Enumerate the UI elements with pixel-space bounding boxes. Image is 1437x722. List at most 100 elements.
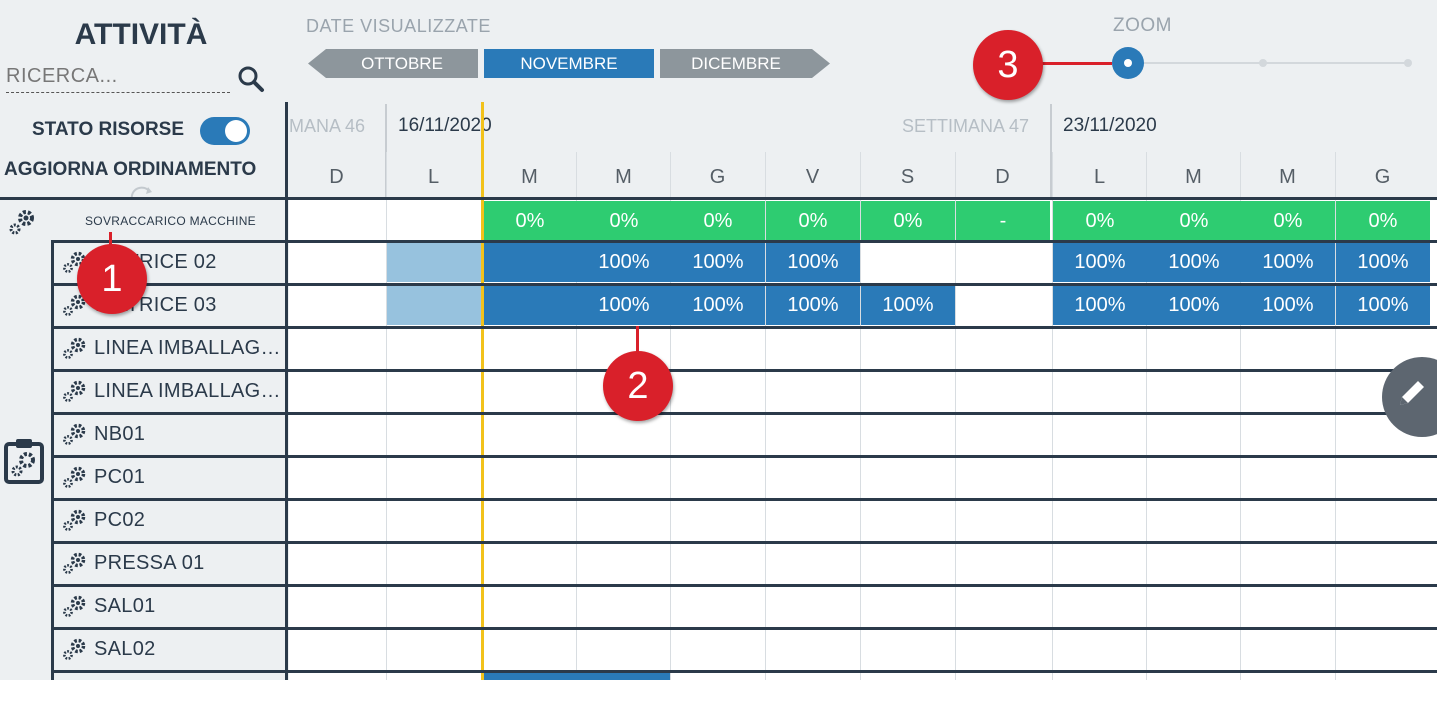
load-cell[interactable]: 100% (577, 242, 671, 282)
gears-icon (60, 421, 88, 447)
task-cell-partial[interactable] (387, 242, 481, 282)
aggiorna-ordinamento-button[interactable]: AGGIORNA ORDINAMENTO (4, 159, 257, 180)
overload-cell[interactable]: 0% (1147, 201, 1241, 240)
row-divider (54, 283, 1437, 286)
toggle-knob (225, 120, 247, 142)
day-divider (860, 152, 861, 198)
overload-label: SOVRACCARICO MACCHINE (85, 214, 256, 228)
resource-name: LINEA IMBALLAG… (94, 380, 281, 402)
task-bar[interactable] (482, 671, 670, 680)
resource-row[interactable]: LINEA IMBALLAG… (54, 327, 287, 368)
day-divider (1335, 152, 1336, 198)
day-divider (955, 152, 956, 198)
load-cell[interactable]: 100% (1241, 242, 1335, 282)
grid-column-line (1052, 200, 1053, 680)
day-divider (386, 152, 387, 198)
resource-row[interactable]: SAL01 (54, 585, 287, 626)
load-cell[interactable]: 100% (1147, 242, 1241, 282)
overload-cell[interactable]: 0% (861, 201, 955, 240)
overload-cell[interactable]: 0% (1053, 201, 1147, 240)
page-title: ATTIVITÀ (74, 18, 208, 51)
load-cell[interactable]: 100% (1053, 242, 1147, 282)
overload-cell[interactable]: 0% (1241, 201, 1335, 240)
stato-risorse-toggle[interactable] (200, 117, 250, 145)
resource-row[interactable]: NB01 (54, 413, 287, 454)
overload-cell[interactable]: 0% (671, 201, 765, 240)
day-label: S (900, 166, 915, 188)
zoom-step-dot[interactable] (1259, 59, 1267, 67)
gears-icon (60, 464, 88, 490)
resource-row[interactable]: SAL02 (54, 628, 287, 669)
resource-row[interactable]: PRESSA 01 (54, 542, 287, 583)
clipboard-gear-icon (4, 439, 44, 484)
load-cell[interactable]: 100% (861, 285, 955, 325)
load-cell[interactable]: 100% (766, 285, 860, 325)
overload-cell[interactable]: - (956, 201, 1050, 240)
load-cell[interactable]: 100% (1053, 285, 1147, 325)
load-cell[interactable]: 100% (671, 242, 765, 282)
overload-cell[interactable]: 0% (577, 201, 671, 240)
prev-month-button[interactable]: OTTOBRE (308, 49, 478, 78)
next-month-button[interactable]: DICEMBRE (660, 49, 830, 78)
day-label: M (521, 166, 538, 188)
resource-row[interactable]: PC01 (54, 456, 287, 497)
load-cell[interactable]: 100% (1241, 285, 1335, 325)
zoom-label: ZOOM (1113, 15, 1172, 36)
edit-button[interactable] (1382, 357, 1437, 437)
row-divider (54, 584, 1437, 587)
resource-name: NB01 (94, 423, 146, 445)
zoom-step-dot[interactable] (1404, 59, 1412, 67)
today-marker (481, 102, 484, 680)
zoom-slider-track[interactable] (1128, 62, 1410, 64)
zoom-slider-handle[interactable] (1112, 47, 1144, 79)
task-cell[interactable] (483, 285, 577, 325)
row-divider (54, 498, 1437, 501)
grid-column-line (860, 200, 861, 680)
row-divider (54, 412, 1437, 415)
load-cell[interactable]: 100% (766, 242, 860, 282)
resource-name: PC01 (94, 466, 146, 488)
task-cell[interactable] (483, 242, 577, 282)
resource-name: SAL02 (94, 638, 156, 660)
load-cell[interactable]: 100% (1147, 285, 1241, 325)
load-cell[interactable]: 100% (1336, 242, 1430, 282)
overload-cell[interactable]: 0% (1336, 201, 1430, 240)
current-month-button[interactable]: NOVEMBRE (484, 49, 654, 78)
gears-icon (60, 636, 88, 662)
row-divider (54, 369, 1437, 372)
callout-1-line (109, 232, 112, 254)
grid-column-line (765, 200, 766, 680)
overload-cell[interactable]: 0% (483, 201, 577, 240)
load-cell[interactable]: 100% (577, 285, 671, 325)
day-divider (1240, 152, 1241, 198)
grid-column-line (1240, 200, 1241, 680)
resource-name: PC02 (94, 509, 146, 531)
gears-icon (60, 507, 88, 533)
week-46-date: 16/11/2020 (398, 115, 492, 136)
grid-column-line (955, 200, 956, 680)
load-cell[interactable]: 100% (671, 285, 765, 325)
day-label: M (1185, 166, 1202, 188)
resource-row[interactable]: LINEA IMBALLAG… (54, 370, 287, 411)
grid-column-line (386, 200, 387, 680)
search-input[interactable]: RICERCA... (6, 60, 230, 93)
week-separator (1050, 104, 1052, 200)
load-cell[interactable]: 100% (1336, 285, 1430, 325)
resource-row[interactable]: PC02 (54, 499, 287, 540)
task-cell-partial[interactable] (387, 285, 481, 325)
week-47-date: 23/11/2020 (1063, 115, 1157, 136)
gears-icon (60, 378, 88, 404)
overload-cell[interactable]: 0% (766, 201, 860, 240)
gears-icon (9, 210, 34, 235)
search-icon[interactable] (236, 64, 266, 94)
group-column-border (51, 240, 54, 680)
left-panel-border (285, 102, 288, 680)
grid-column-line (1146, 200, 1147, 680)
day-divider (670, 152, 671, 198)
resource-name: PRESSA 01 (94, 552, 205, 574)
callout-2: 2 (603, 351, 673, 421)
zoom-handle-core (1124, 59, 1132, 67)
day-label: V (805, 166, 820, 188)
day-divider (1052, 152, 1053, 198)
day-divider (1146, 152, 1147, 198)
